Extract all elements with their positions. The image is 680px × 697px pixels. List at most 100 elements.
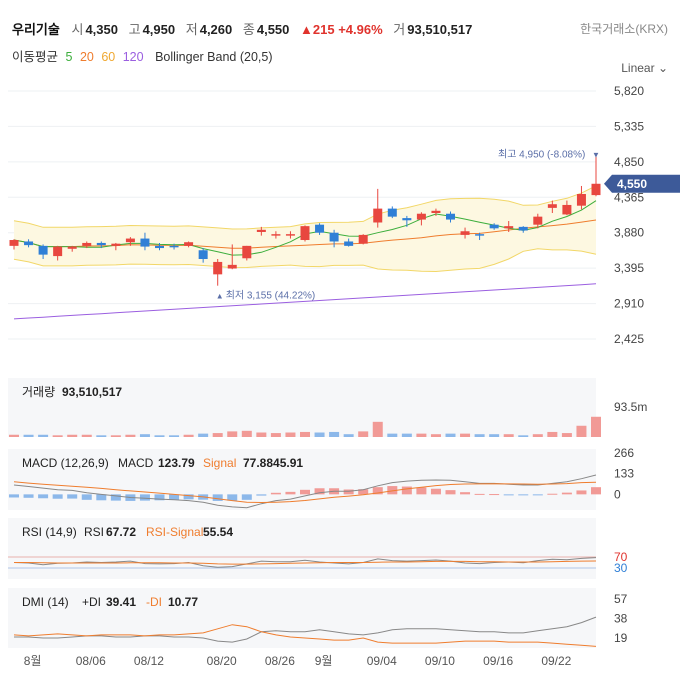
candle-body[interactable] [431,210,441,213]
ma20-label[interactable]: 20 [79,50,94,64]
macd-histogram-bar [227,494,238,501]
candle-body[interactable] [576,193,586,206]
volume-bar[interactable] [23,434,34,437]
volume-bar[interactable] [591,416,601,437]
candle-body[interactable] [96,242,106,246]
bollinger-label[interactable]: Bollinger Band (20,5) [155,50,273,64]
candle-body[interactable] [24,241,34,246]
candle-body[interactable] [125,238,135,243]
candle-body[interactable] [402,218,412,221]
indicator-legend[interactable]: 이동평균 5 20 60 120 Bollinger Band (20,5) [12,46,277,65]
volume-bar[interactable] [474,434,485,437]
candle-body[interactable] [344,241,354,246]
candle-body[interactable] [533,216,543,225]
macd-histogram-bar [460,492,471,495]
volume-bar[interactable] [154,435,165,437]
candle-body[interactable] [387,208,397,217]
volume-bar[interactable] [329,431,340,437]
candle-body[interactable] [446,213,455,220]
candle-body[interactable] [9,240,19,246]
volume-bar[interactable] [169,435,180,437]
candle-body[interactable] [285,234,295,236]
volume-bar[interactable] [372,421,383,437]
candle-body[interactable] [111,243,121,246]
volume-bar[interactable] [358,431,369,437]
ma120-label[interactable]: 120 [122,50,144,64]
volume-bar[interactable] [460,433,471,437]
candle-body[interactable] [198,250,208,260]
volume-bar[interactable] [503,434,514,437]
volume-bar[interactable] [81,434,92,437]
x-axis-tick: 09/10 [425,654,455,668]
volume-bar[interactable] [518,435,529,437]
candle-body[interactable] [38,245,48,255]
volume-bar[interactable] [532,434,543,437]
chevron-down-icon: ⌄ [657,61,668,75]
volume-bar[interactable] [96,435,107,437]
volume-bar[interactable] [314,432,325,437]
candle-body[interactable] [358,234,368,244]
macd-histogram-bar [9,494,19,498]
candle-body[interactable] [67,246,77,249]
rsi-line [13,557,597,568]
volume-pane-bg [8,378,596,437]
candle-body[interactable] [256,229,266,232]
volume-bar[interactable] [139,434,150,437]
candle-body[interactable] [475,234,485,236]
candle-body[interactable] [547,204,557,208]
volume-bar[interactable] [416,433,427,437]
volume-bar[interactable] [285,432,296,437]
candle-body[interactable] [518,226,528,231]
macd-histogram-bar [387,486,398,495]
volume-bar[interactable] [38,434,49,437]
volume-bar[interactable] [576,425,587,437]
volume-bar[interactable] [387,433,398,437]
volume-bar[interactable] [547,431,558,437]
candle-body[interactable] [504,226,514,229]
volume-bar[interactable] [270,433,281,437]
candle-body[interactable] [460,231,470,235]
volume-bar[interactable] [227,431,238,437]
candle-body[interactable] [184,242,194,246]
volume-bar[interactable] [489,434,500,437]
ma60-label[interactable]: 60 [101,50,116,64]
volume-bar[interactable] [256,432,267,437]
volume-bar[interactable] [561,433,572,437]
candle-body[interactable] [82,242,92,246]
volume-bar[interactable] [125,434,136,437]
candle-body[interactable] [213,261,223,275]
scale-selector[interactable]: Linear ⌄ [621,61,668,75]
volume-bar[interactable] [67,434,78,437]
candle-body[interactable] [227,264,237,269]
candle-body[interactable] [315,224,325,233]
macd-histogram-bar [343,489,354,495]
volume-bar[interactable] [241,430,252,437]
candle-body[interactable] [140,238,150,247]
candle-body[interactable] [591,183,601,196]
volume-bar[interactable] [52,435,63,437]
volume-bar[interactable] [343,434,354,437]
candle-body[interactable] [562,204,572,215]
volume-bar[interactable] [212,433,223,437]
candle-body[interactable] [300,226,310,241]
candle-body[interactable] [242,245,252,259]
ma5-label[interactable]: 5 [65,50,73,64]
volume-bar[interactable] [445,433,456,437]
candle-body[interactable] [53,246,63,257]
candle-body[interactable] [329,232,339,242]
price-y-tick: 2,910 [614,297,644,311]
volume-bar[interactable] [401,433,412,437]
volume-bar[interactable] [183,434,194,437]
candle-body[interactable] [373,208,383,223]
candle-body[interactable] [489,224,499,229]
candle-body[interactable] [416,213,426,220]
volume-bar[interactable] [198,433,209,437]
volume-bar[interactable] [430,434,441,437]
candle-body[interactable] [271,234,281,236]
candle-body[interactable] [169,245,179,248]
volume-bar[interactable] [9,434,19,437]
candle-body[interactable] [155,245,164,249]
volume-bar[interactable] [110,435,121,437]
volume-bar[interactable] [300,431,310,437]
